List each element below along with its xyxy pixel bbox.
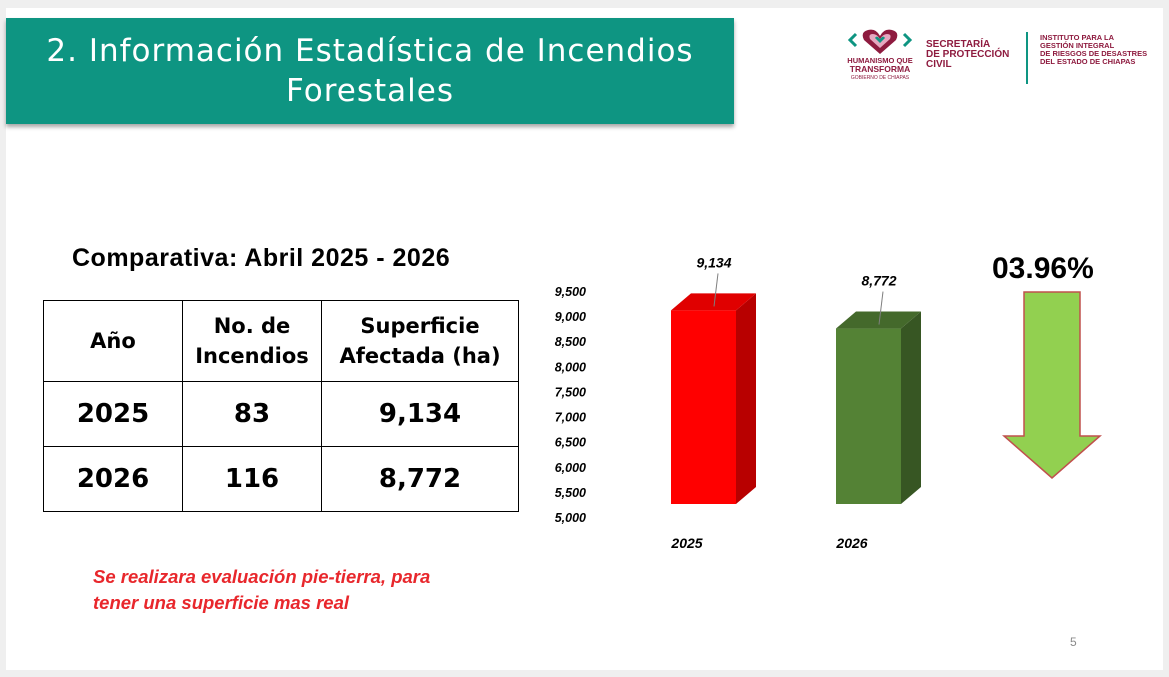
- y-tick-label: 5,000: [555, 511, 586, 525]
- y-tick-label: 8,500: [555, 335, 586, 349]
- logo-line-1: HUMANISMO QUE: [847, 56, 913, 65]
- header-logos: HUMANISMO QUE TRANSFORMA GOBIERNO DE CHI…: [844, 22, 1154, 92]
- bar-2025: [671, 293, 756, 504]
- note-line-2: tener una superficie mas real: [93, 592, 350, 613]
- comparison-subtitle: Comparativa: Abril 2025 - 2026: [72, 244, 451, 272]
- header-year: Año: [43, 300, 183, 382]
- title-banner: 2. Información Estadística de Incendios …: [6, 18, 734, 124]
- instituto-logo-text: INSTITUTO PARA LA GESTIÓN INTEGRAL DE RI…: [1040, 34, 1147, 66]
- logo-line-3: GOBIERNO DE CHIAPAS: [850, 75, 910, 81]
- y-tick-label: 7,000: [555, 411, 586, 425]
- sec-line-2: DE PROTECCIÓN: [926, 49, 1010, 60]
- down-arrow-icon: [1002, 291, 1102, 479]
- secretaria-logo-text: SECRETARÍA DE PROTECCIÓN CIVIL: [926, 40, 1009, 70]
- data-label-leader: [713, 273, 719, 307]
- cell-area: 8,772: [321, 446, 519, 512]
- slide: 2. Información Estadística de Incendios …: [6, 8, 1163, 670]
- table-header-row: Año No. de Incendios Superficie Afectada…: [43, 300, 519, 382]
- evaluation-note: Se realizara evaluación pie-tierra, para…: [93, 564, 430, 616]
- inst-line-1: INSTITUTO PARA LA: [1040, 33, 1115, 42]
- y-tick-label: 5,500: [555, 486, 586, 500]
- stats-table: Año No. de Incendios Superficie Afectada…: [43, 300, 519, 512]
- data-label-leader: [878, 291, 884, 325]
- sec-line-1: SECRETARÍA: [926, 39, 991, 50]
- x-category-label: 2026: [835, 535, 867, 551]
- logo-line-2: TRANSFORMA: [849, 64, 911, 74]
- y-tick-label: 8,000: [555, 360, 586, 374]
- area-bar-chart: 5,000 5,500 6,000 6,500 7,000 7,500 8,000 8,500…: [555, 254, 921, 551]
- inst-line-4: DEL ESTADO DE CHIAPAS: [1040, 57, 1136, 66]
- y-tick-label: 6,500: [555, 436, 586, 450]
- inst-line-2: GESTIÓN INTEGRAL: [1040, 41, 1115, 50]
- y-tick-label: 9,000: [555, 310, 586, 324]
- table-row: 2025 83 9,134: [43, 381, 519, 447]
- y-tick-label: 9,500: [555, 285, 586, 299]
- cell-fires: 83: [182, 381, 322, 447]
- table-row: 2026 116 8,772: [43, 446, 519, 512]
- y-tick-label: 6,000: [555, 461, 586, 475]
- cell-year: 2026: [43, 446, 183, 512]
- header-fires: No. de Incendios: [182, 300, 322, 382]
- percent-change-label: 03.96%: [992, 252, 1094, 285]
- x-category-label: 2025: [670, 535, 702, 551]
- cell-area: 9,134: [321, 381, 519, 447]
- page-number: 5: [1070, 635, 1077, 649]
- data-label: 8,772: [861, 273, 896, 289]
- heart-emblem-icon: [847, 29, 913, 54]
- y-tick-label: 7,500: [555, 385, 586, 399]
- sec-line-3: CIVIL: [926, 59, 952, 70]
- header-area: Superficie Afectada (ha): [321, 300, 519, 382]
- bar-2026: [836, 311, 921, 504]
- logo-divider: [1026, 32, 1028, 84]
- inst-line-3: DE RIESGOS DE DESASTRES: [1040, 49, 1148, 58]
- data-label: 9,134: [696, 254, 731, 270]
- note-line-1: Se realizara evaluación pie-tierra, para: [93, 566, 431, 587]
- page-title: 2. Información Estadística de Incendios …: [46, 33, 694, 109]
- cell-year: 2025: [43, 381, 183, 447]
- government-logo: HUMANISMO QUE TRANSFORMA GOBIERNO DE CHI…: [846, 24, 914, 84]
- cell-fires: 116: [182, 446, 322, 512]
